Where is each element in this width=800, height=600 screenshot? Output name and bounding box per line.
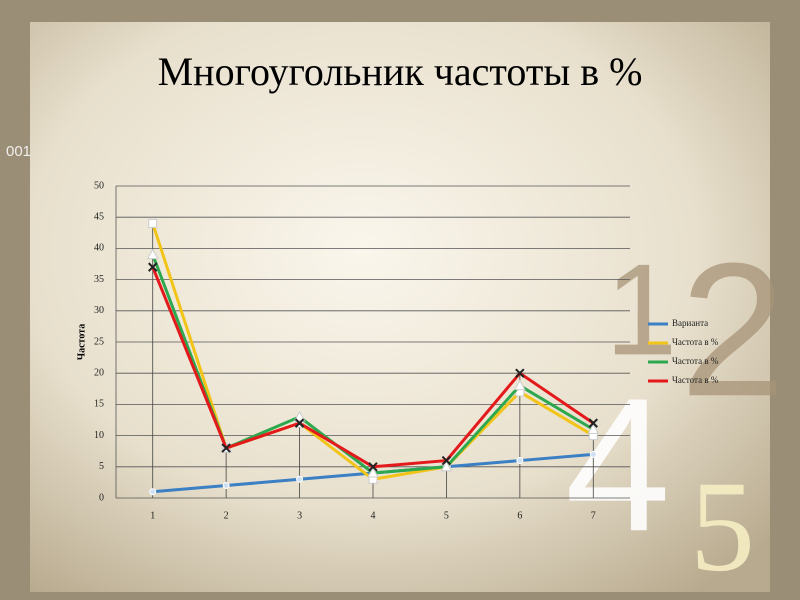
- marker: [367, 467, 379, 478]
- y-tick-label: 45: [94, 211, 104, 222]
- legend-label: Варианта: [672, 318, 708, 328]
- marker: [516, 457, 524, 465]
- x-tick-label: 5: [444, 510, 449, 521]
- marker: [148, 262, 158, 272]
- marker: [293, 410, 306, 422]
- marker: [588, 418, 598, 428]
- marker: [222, 482, 230, 490]
- marker: [148, 218, 158, 228]
- y-tick-label: 15: [94, 399, 104, 410]
- marker: [368, 462, 378, 472]
- marker: [514, 379, 526, 391]
- marker: [440, 460, 453, 472]
- legend-label: Частота в %: [672, 375, 719, 385]
- decor-text: 001: [6, 143, 31, 160]
- y-tick-label: 30: [94, 305, 104, 316]
- marker: [294, 418, 305, 428]
- decor-digit: 4: [565, 359, 671, 571]
- x-tick-label: 3: [297, 510, 302, 521]
- background: [30, 22, 770, 592]
- marker: [515, 368, 525, 378]
- x-tick-label: 7: [591, 510, 596, 521]
- y-tick-label: 40: [94, 243, 104, 254]
- decor-digit: 2: [680, 224, 786, 436]
- y-axis-label: Частота: [76, 324, 87, 360]
- x-tick-label: 1: [150, 510, 155, 521]
- y-tick-label: 5: [99, 461, 104, 472]
- marker: [441, 455, 452, 466]
- x-tick-label: 6: [517, 510, 522, 521]
- x-tick-label: 4: [371, 510, 376, 521]
- marker: [587, 423, 600, 434]
- decor-digit: 1: [605, 236, 677, 382]
- y-tick-label: 50: [94, 180, 104, 191]
- legend-label: Частота в %: [672, 356, 719, 366]
- y-tick-label: 35: [94, 274, 104, 285]
- y-tick-label: 25: [94, 336, 104, 347]
- y-tick-label: 20: [94, 367, 104, 378]
- y-tick-label: 10: [94, 430, 104, 441]
- decor-digit: 5: [690, 455, 755, 599]
- chart-title: Многоугольник частоты в %: [158, 49, 643, 94]
- marker: [149, 488, 157, 496]
- marker: [146, 248, 159, 260]
- marker: [221, 443, 231, 453]
- marker: [589, 450, 597, 458]
- marker: [296, 475, 304, 483]
- y-tick-label: 0: [99, 492, 104, 503]
- x-tick-label: 2: [224, 510, 229, 521]
- legend-label: Частота в %: [672, 337, 719, 347]
